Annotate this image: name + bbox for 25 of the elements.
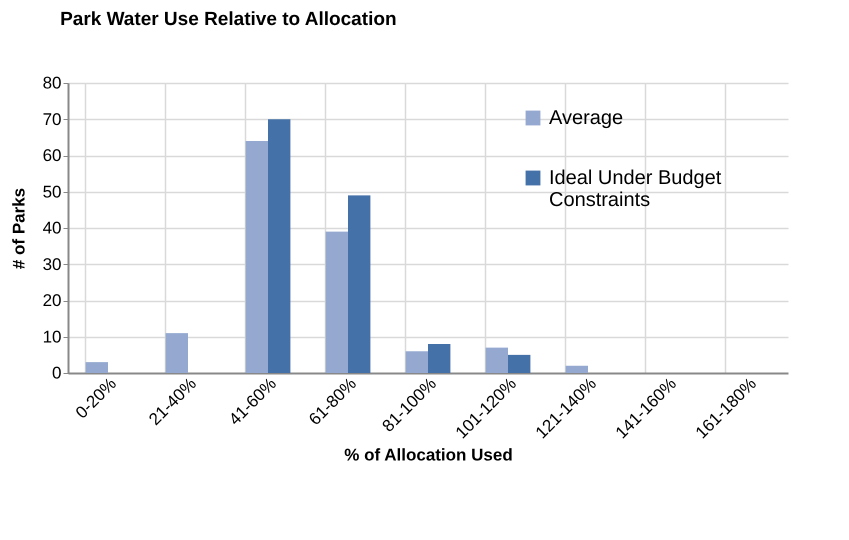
y-tick-label: 70 [42, 110, 62, 129]
bar [326, 232, 348, 373]
bar [566, 366, 588, 373]
bar [86, 362, 108, 373]
bar [508, 354, 530, 373]
y-tick-label: 0 [52, 364, 62, 382]
y-tick-label: 60 [42, 146, 62, 165]
legend-label: Average [549, 107, 624, 129]
y-tick-label: 80 [42, 74, 62, 92]
bar [246, 141, 268, 373]
y-tick-label: 10 [42, 327, 62, 346]
bar [348, 195, 370, 373]
y-tick-label: 40 [42, 218, 62, 238]
bar [486, 348, 508, 373]
bar [166, 333, 188, 373]
bar [406, 351, 428, 373]
y-tick-label: 50 [42, 182, 62, 202]
y-tick-label: 30 [42, 254, 62, 274]
bar [428, 344, 450, 373]
chart-title: Park Water Use Relative to Allocation [60, 9, 397, 30]
y-axis-title: # of Parks [10, 188, 29, 270]
x-axis-title: % of Allocation Used [344, 446, 513, 465]
bar [268, 119, 290, 373]
legend-label: Ideal Under Budget Constraints [549, 167, 722, 211]
y-tick-label: 20 [42, 291, 62, 310]
